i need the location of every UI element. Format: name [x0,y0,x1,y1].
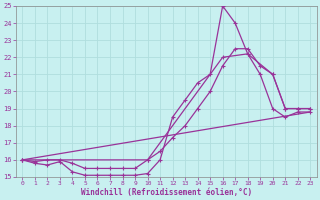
X-axis label: Windchill (Refroidissement éolien,°C): Windchill (Refroidissement éolien,°C) [81,188,252,197]
